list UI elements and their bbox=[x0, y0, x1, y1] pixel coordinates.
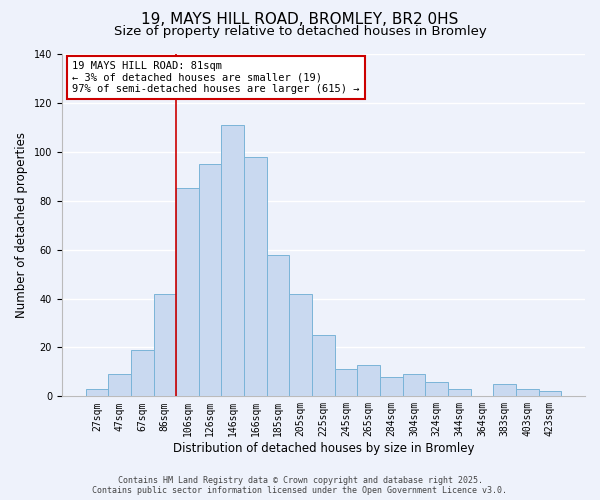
Bar bbox=[86, 389, 108, 396]
Bar bbox=[493, 384, 516, 396]
Bar bbox=[403, 374, 425, 396]
Bar bbox=[108, 374, 131, 396]
Bar bbox=[267, 254, 289, 396]
Y-axis label: Number of detached properties: Number of detached properties bbox=[15, 132, 28, 318]
X-axis label: Distribution of detached houses by size in Bromley: Distribution of detached houses by size … bbox=[173, 442, 474, 455]
Text: Contains HM Land Registry data © Crown copyright and database right 2025.
Contai: Contains HM Land Registry data © Crown c… bbox=[92, 476, 508, 495]
Bar bbox=[244, 156, 267, 396]
Text: 19 MAYS HILL ROAD: 81sqm
← 3% of detached houses are smaller (19)
97% of semi-de: 19 MAYS HILL ROAD: 81sqm ← 3% of detache… bbox=[72, 61, 360, 94]
Bar bbox=[448, 389, 470, 396]
Bar bbox=[335, 370, 358, 396]
Text: Size of property relative to detached houses in Bromley: Size of property relative to detached ho… bbox=[113, 25, 487, 38]
Bar bbox=[358, 364, 380, 396]
Bar bbox=[221, 125, 244, 396]
Bar bbox=[380, 377, 403, 396]
Bar bbox=[425, 382, 448, 396]
Text: 19, MAYS HILL ROAD, BROMLEY, BR2 0HS: 19, MAYS HILL ROAD, BROMLEY, BR2 0HS bbox=[142, 12, 458, 28]
Bar bbox=[539, 392, 561, 396]
Bar bbox=[154, 294, 176, 397]
Bar bbox=[131, 350, 154, 397]
Bar bbox=[516, 389, 539, 396]
Bar bbox=[312, 335, 335, 396]
Bar bbox=[199, 164, 221, 396]
Bar bbox=[289, 294, 312, 397]
Bar bbox=[176, 188, 199, 396]
